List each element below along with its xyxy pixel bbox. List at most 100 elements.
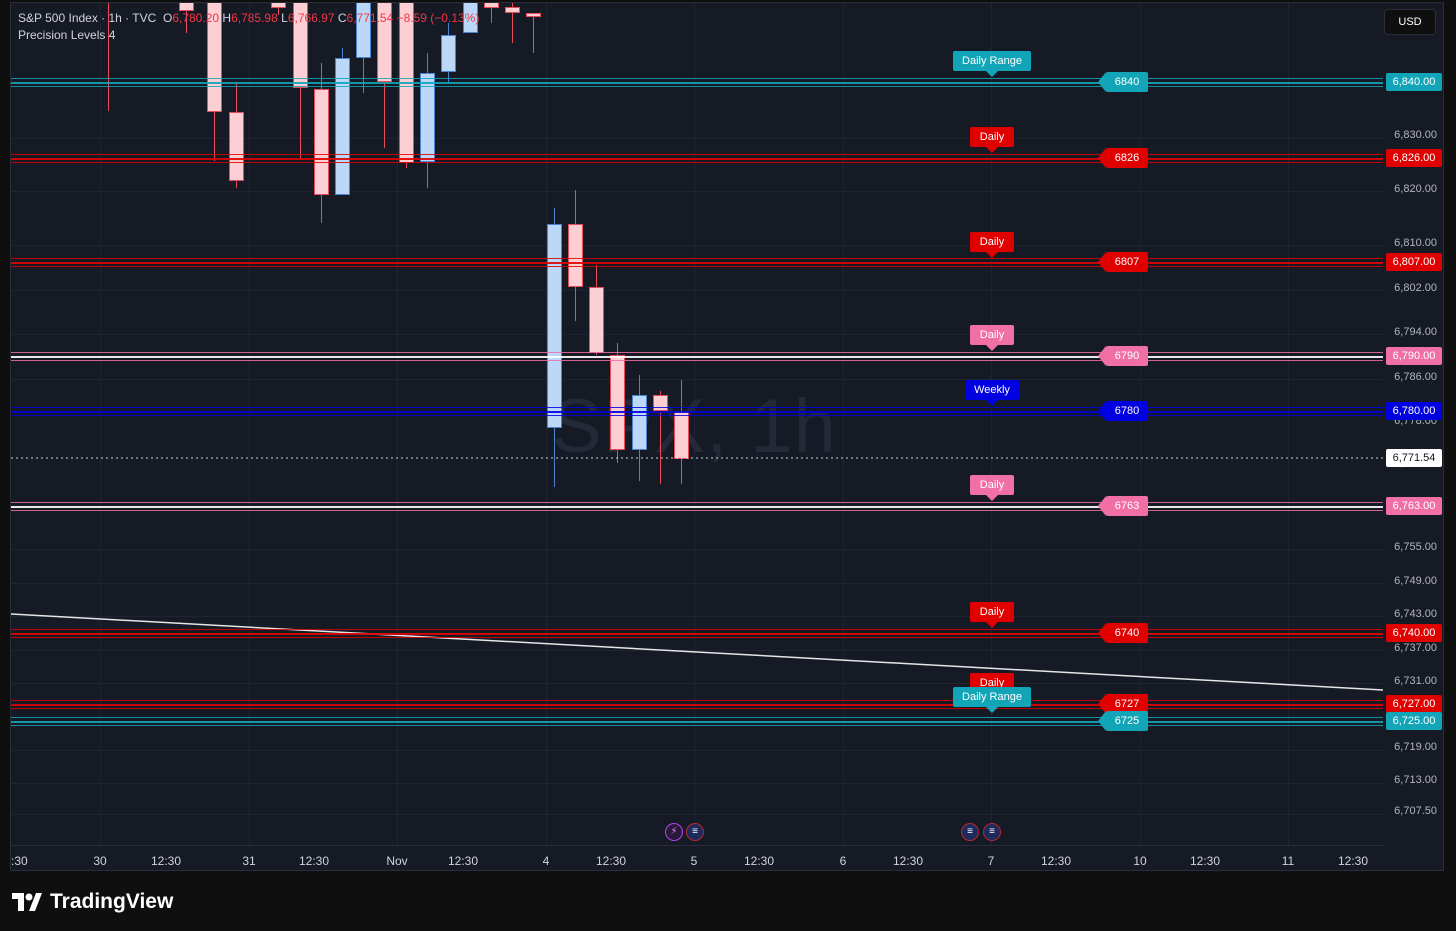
level-tag[interactable]: Weekly bbox=[965, 380, 1019, 406]
level-line[interactable] bbox=[11, 506, 1383, 508]
level-line[interactable] bbox=[11, 411, 1383, 413]
open-label: O bbox=[162, 11, 173, 25]
level-line[interactable] bbox=[11, 82, 1383, 84]
gridline bbox=[11, 379, 1383, 380]
candle-bull[interactable] bbox=[441, 35, 456, 72]
level-tag[interactable]: Daily bbox=[970, 127, 1014, 153]
level-line[interactable] bbox=[11, 158, 1383, 160]
level-line[interactable] bbox=[11, 407, 1383, 408]
level-line[interactable] bbox=[11, 637, 1383, 638]
level-line[interactable] bbox=[11, 510, 1383, 511]
candle-bear[interactable] bbox=[207, 3, 222, 112]
candle-bear[interactable] bbox=[229, 112, 244, 181]
trendline[interactable] bbox=[11, 613, 1383, 691]
level-line[interactable] bbox=[11, 360, 1383, 361]
level-line[interactable] bbox=[11, 262, 1383, 264]
candle-bear[interactable] bbox=[271, 3, 286, 8]
candle-bull[interactable] bbox=[335, 58, 350, 195]
level-line[interactable] bbox=[11, 352, 1383, 353]
level-tag[interactable]: Daily bbox=[970, 602, 1014, 628]
indicator-legend[interactable]: Precision Levels 4 bbox=[18, 28, 116, 42]
time-tick-label: 6 bbox=[839, 854, 847, 868]
low-value: 6,766.97 bbox=[287, 11, 335, 25]
lightning-event-icon[interactable]: ⚡ bbox=[665, 823, 683, 841]
us-flag-event-icon[interactable]: ≡ bbox=[961, 823, 979, 841]
level-line[interactable] bbox=[11, 86, 1383, 87]
level-line[interactable] bbox=[11, 78, 1383, 79]
candle-bull[interactable] bbox=[463, 3, 478, 33]
level-line[interactable] bbox=[11, 700, 1383, 701]
trendline-layer bbox=[11, 457, 1383, 691]
level-line[interactable] bbox=[11, 708, 1383, 709]
level-price-chip[interactable]: 6727 bbox=[1098, 694, 1148, 714]
level-line[interactable] bbox=[11, 162, 1383, 163]
candle-bull[interactable] bbox=[356, 3, 371, 58]
level-tag[interactable]: Daily bbox=[970, 232, 1014, 258]
time-tick-label: 12:30 bbox=[892, 854, 924, 868]
price-axis-level-badge: 6,826.00 bbox=[1386, 149, 1442, 167]
level-line[interactable] bbox=[11, 725, 1383, 726]
candle-bull[interactable] bbox=[420, 73, 435, 162]
level-line[interactable] bbox=[11, 704, 1383, 706]
price-tick-label: 6,755.00 bbox=[1394, 541, 1437, 553]
us-flag-event-icon[interactable]: ≡ bbox=[983, 823, 1001, 841]
gridline bbox=[397, 3, 398, 845]
level-line[interactable] bbox=[11, 258, 1383, 259]
level-line[interactable] bbox=[11, 721, 1383, 723]
level-line[interactable] bbox=[11, 266, 1383, 267]
level-line[interactable] bbox=[11, 629, 1383, 630]
level-tag[interactable]: Daily bbox=[970, 475, 1014, 501]
level-price-chip[interactable]: 6790 bbox=[1098, 346, 1148, 366]
candle-bear[interactable] bbox=[179, 3, 194, 11]
symbol-legend[interactable]: S&P 500 Index · 1h · TVC O6,780.20 H6,78… bbox=[18, 11, 479, 25]
candle-bull[interactable] bbox=[547, 224, 562, 428]
level-price-chip[interactable]: 6763 bbox=[1098, 496, 1148, 516]
candle-bull[interactable] bbox=[632, 395, 647, 450]
level-price-chip[interactable]: 6807 bbox=[1098, 252, 1148, 272]
chart-frame[interactable]: SPX, 1h Daily Range 6840 Daily 6826 Daily 680… bbox=[10, 2, 1444, 871]
candle-wick bbox=[491, 3, 492, 23]
current-price-badge: 6,771.54 bbox=[1386, 449, 1442, 467]
level-line[interactable] bbox=[11, 502, 1383, 503]
time-tick-label: 12:30 bbox=[595, 854, 627, 868]
candle-wick bbox=[278, 3, 279, 15]
level-price-chip[interactable]: 6840 bbox=[1098, 72, 1148, 92]
level-line[interactable] bbox=[11, 633, 1383, 635]
tradingview-logo[interactable]: TradingView bbox=[12, 890, 173, 914]
candle-bear[interactable] bbox=[568, 224, 583, 287]
gridline bbox=[11, 138, 1383, 139]
level-line[interactable] bbox=[11, 415, 1383, 416]
level-price-chip[interactable]: 6826 bbox=[1098, 148, 1148, 168]
time-axis[interactable]: 2:30 30 12:30 31 12:30 Nov 12:30 4 12:30 5 12:30 6 1… bbox=[11, 845, 1383, 870]
level-line[interactable] bbox=[11, 356, 1383, 358]
brand-name: TradingView bbox=[50, 890, 174, 913]
level-tag[interactable]: Daily bbox=[970, 325, 1014, 351]
plot-area[interactable]: SPX, 1h Daily Range 6840 Daily 6826 Daily 680… bbox=[11, 3, 1383, 845]
level-tag[interactable]: Daily Range bbox=[953, 51, 1031, 77]
level-price-chip[interactable]: 6740 bbox=[1098, 623, 1148, 643]
price-axis[interactable]: 6,830.00 6,820.00 6,810.00 6,802.00 6,794.00… bbox=[1383, 3, 1443, 845]
price-tick-label: 6,743.00 bbox=[1394, 608, 1437, 620]
symbol-name[interactable]: S&P 500 Index · 1h · TVC bbox=[18, 11, 157, 25]
candle-bear[interactable] bbox=[484, 3, 499, 8]
candle-bear[interactable] bbox=[610, 355, 625, 450]
price-axis-level-badge: 6,727.00 bbox=[1386, 695, 1442, 713]
level-price-chip[interactable]: 6725 bbox=[1098, 711, 1148, 731]
time-tick-label: 11 bbox=[1281, 854, 1295, 868]
candle-bear[interactable] bbox=[505, 7, 520, 13]
price-tick-label: 6,707.50 bbox=[1394, 805, 1437, 817]
us-flag-event-icon[interactable]: ≡ bbox=[686, 823, 704, 841]
level-price-chip[interactable]: 6780 bbox=[1098, 401, 1148, 421]
level-tag[interactable]: Daily Range bbox=[953, 687, 1031, 713]
candle-bear[interactable] bbox=[314, 89, 329, 195]
candle-bear[interactable] bbox=[377, 3, 392, 82]
price-tick-label: 6,731.00 bbox=[1394, 675, 1437, 687]
level-line[interactable] bbox=[11, 154, 1383, 155]
currency-button[interactable]: USD bbox=[1384, 9, 1436, 35]
candle-bear[interactable] bbox=[293, 3, 308, 88]
symbol-watermark: SPX, 1h bbox=[551, 384, 837, 469]
change-value: −8.59 (−0.13%) bbox=[396, 11, 480, 25]
candle-bear[interactable] bbox=[526, 13, 541, 17]
level-line[interactable] bbox=[11, 717, 1383, 718]
gridline bbox=[11, 290, 1383, 291]
